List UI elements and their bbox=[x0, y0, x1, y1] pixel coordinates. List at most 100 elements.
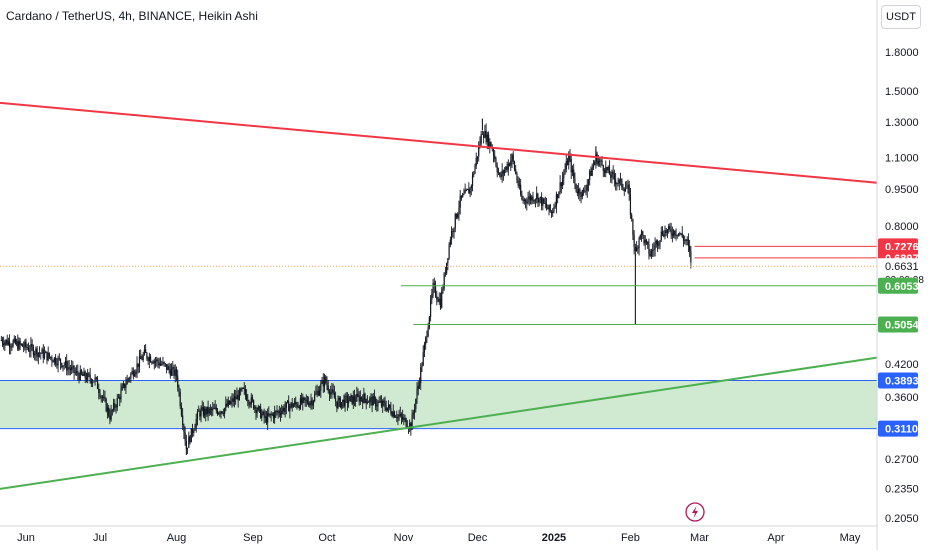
candle-body bbox=[78, 375, 80, 380]
candle-body bbox=[532, 196, 534, 202]
candle-body bbox=[458, 207, 460, 214]
candle-body bbox=[235, 396, 237, 400]
candle-body bbox=[350, 395, 352, 397]
candle-body bbox=[145, 349, 147, 353]
candle-body bbox=[623, 189, 625, 192]
candle-body bbox=[82, 373, 84, 376]
candle-body bbox=[389, 404, 391, 409]
candle-body bbox=[213, 408, 215, 409]
candle-body bbox=[106, 407, 109, 412]
candle-body bbox=[46, 351, 48, 361]
time-tick-label: May bbox=[840, 532, 861, 544]
price-tag-label: 0.5054 bbox=[885, 319, 920, 331]
candle-body bbox=[654, 244, 656, 250]
candle-body bbox=[386, 407, 388, 411]
candle-body bbox=[356, 393, 358, 402]
candle-body bbox=[137, 363, 139, 368]
candle-body bbox=[246, 394, 248, 401]
candle-body bbox=[476, 156, 479, 158]
currency-button[interactable]: USDT bbox=[881, 5, 921, 29]
candle-body bbox=[491, 147, 493, 150]
candle-body bbox=[670, 229, 672, 234]
candle-body bbox=[136, 363, 138, 372]
candle-body bbox=[23, 346, 25, 348]
candle-body bbox=[364, 393, 366, 399]
candle-body bbox=[470, 185, 472, 189]
candle-body bbox=[423, 344, 426, 353]
candle-body bbox=[158, 362, 160, 366]
candle-body bbox=[5, 339, 7, 343]
candle-body bbox=[230, 401, 232, 405]
candle-body bbox=[96, 378, 99, 390]
candle-body bbox=[652, 249, 654, 251]
candle-body bbox=[251, 397, 254, 401]
candle-body bbox=[240, 389, 242, 391]
candle-body bbox=[199, 410, 201, 417]
candle-body bbox=[112, 403, 115, 410]
candle-body bbox=[103, 396, 105, 399]
candle-body bbox=[276, 411, 278, 413]
candle-body bbox=[100, 396, 102, 398]
candle-body bbox=[594, 161, 596, 165]
candle-body bbox=[292, 405, 294, 408]
candle-body bbox=[180, 406, 183, 416]
candle-body bbox=[178, 387, 180, 392]
candle-body bbox=[441, 291, 443, 308]
candle-body bbox=[157, 359, 159, 363]
candle-body bbox=[467, 189, 469, 190]
candle-body bbox=[513, 161, 516, 170]
candle-body bbox=[93, 381, 95, 383]
candle-body bbox=[433, 283, 435, 286]
candle-body bbox=[279, 413, 282, 415]
price-axis[interactable]: 1.8000 1.5000 1.3000 1.1000 0.9500 0.8000 0.42… bbox=[885, 47, 919, 525]
candle-body bbox=[321, 380, 323, 384]
support-trendline bbox=[0, 356, 878, 490]
time-axis[interactable]: Jun Jul Aug Sep Oct Nov Dec 2025 Feb Mar Apr May bbox=[17, 532, 861, 544]
candle-body bbox=[4, 342, 6, 346]
candle-body bbox=[243, 388, 245, 390]
candle-body bbox=[325, 376, 327, 383]
candle-body bbox=[77, 371, 79, 376]
candle-body bbox=[411, 414, 413, 430]
candle-body bbox=[676, 234, 678, 236]
candle-body bbox=[225, 403, 227, 409]
price-tick-label: 0.2350 bbox=[885, 484, 919, 496]
candle-body bbox=[663, 234, 665, 237]
candle-body bbox=[189, 436, 191, 443]
candle-body bbox=[207, 406, 209, 414]
candle-body bbox=[450, 230, 453, 240]
candle-body bbox=[510, 160, 512, 166]
candle-body bbox=[72, 365, 74, 367]
price-tick-label: 0.4200 bbox=[885, 359, 919, 371]
candle-body bbox=[214, 407, 216, 409]
candle-body bbox=[627, 184, 629, 188]
candle-body bbox=[73, 365, 75, 373]
time-tick-label: Nov bbox=[394, 532, 414, 544]
candle-body bbox=[635, 247, 638, 252]
candle-body bbox=[642, 231, 644, 236]
candle-body bbox=[485, 130, 487, 143]
candle-body bbox=[223, 408, 226, 414]
candle-body bbox=[481, 134, 484, 135]
candle-body bbox=[452, 230, 454, 233]
candle-body bbox=[68, 367, 70, 369]
candle-body bbox=[673, 230, 675, 236]
candle-body bbox=[484, 130, 486, 138]
lightning-icon[interactable] bbox=[685, 502, 705, 522]
candle-body bbox=[554, 206, 556, 208]
candle-body bbox=[633, 234, 635, 247]
candle-body bbox=[316, 390, 318, 393]
candle-body bbox=[95, 377, 97, 379]
candle-body bbox=[305, 399, 307, 401]
candle-body bbox=[284, 408, 286, 412]
candle-body bbox=[108, 407, 110, 416]
candle-body bbox=[304, 397, 306, 401]
candle-body bbox=[565, 160, 567, 170]
candle-body bbox=[518, 184, 521, 186]
candle-body bbox=[133, 374, 136, 377]
candle-body bbox=[592, 164, 595, 169]
candle-body bbox=[459, 195, 461, 208]
